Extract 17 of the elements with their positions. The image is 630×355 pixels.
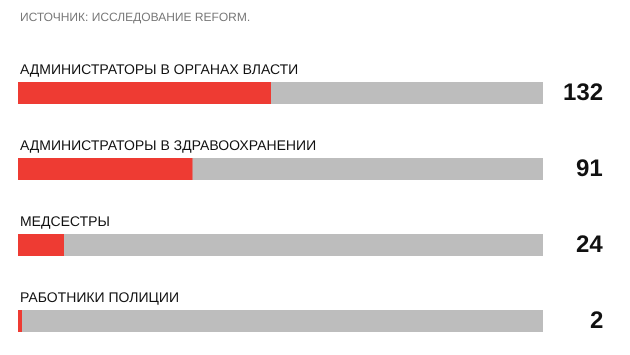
bar: [192, 158, 543, 180]
y-tick-label: МЕДСЕСТРЫ: [20, 213, 110, 229]
data-label: 132: [563, 79, 604, 106]
bar: [64, 234, 543, 256]
y-tick-label: АДМИНИСТРАТОРЫ В ЗДРАВООХРАНЕНИИ: [20, 137, 316, 153]
bar: [270, 82, 543, 104]
y-tick-label: РАБОТНИКИ ПОЛИЦИИ: [20, 289, 180, 305]
bar: [18, 234, 64, 256]
data-label: 91: [576, 155, 603, 182]
bar: [18, 310, 22, 332]
bar: [22, 310, 543, 332]
text: ИСТОЧНИК: ИССЛЕДОВАНИЕ REFORM.: [20, 10, 250, 24]
y-tick-label: АДМИНИСТРАТОРЫ В ОРГАНАХ ВЛАСТИ: [20, 61, 298, 77]
data-label: 2: [590, 307, 604, 334]
bar: [18, 158, 192, 180]
bar: [18, 82, 271, 104]
data-label: 24: [576, 231, 604, 258]
